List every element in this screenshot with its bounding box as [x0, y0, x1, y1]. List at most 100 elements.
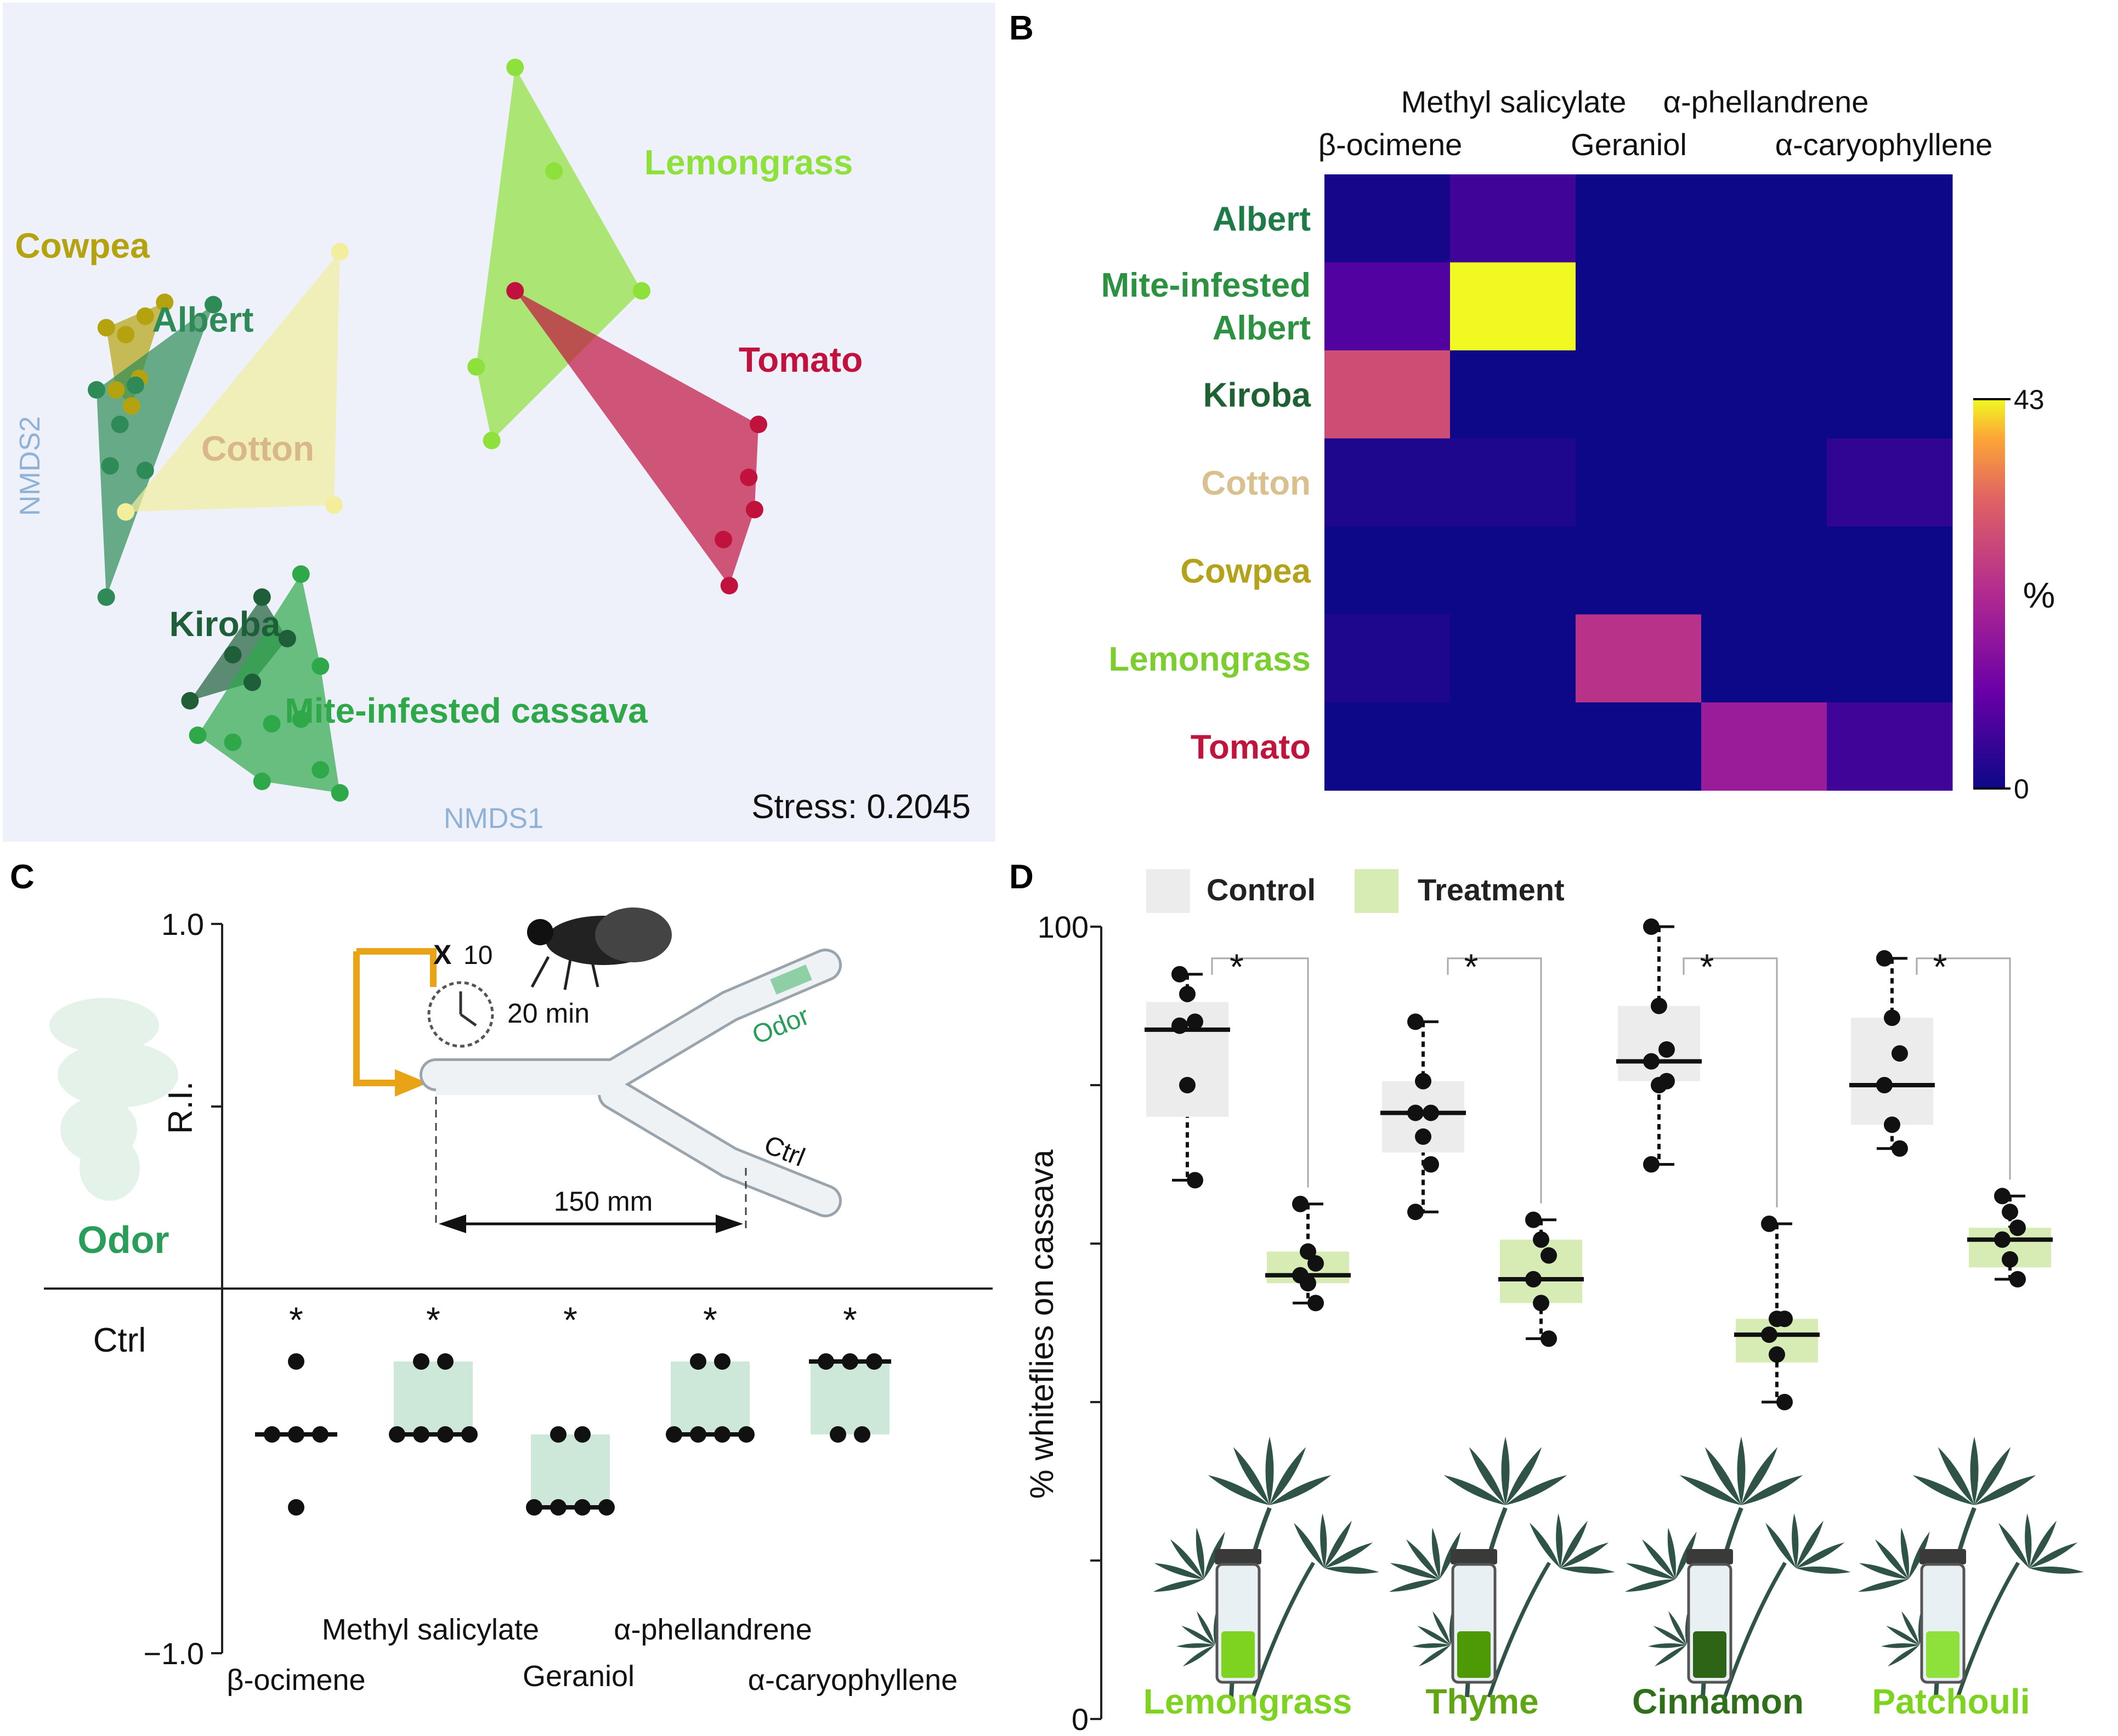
category-label-lemongrass: Lemongrass	[1143, 1682, 1352, 1721]
point-cowpea	[117, 326, 135, 344]
data-point	[1187, 1172, 1203, 1189]
row-label-albert: Albert	[1213, 200, 1311, 238]
cassava-leaflet	[1901, 1611, 1919, 1645]
cassava-leaflet	[1505, 1475, 1567, 1505]
point-mite-infested-cassava	[263, 715, 281, 733]
data-point	[1892, 1045, 1908, 1062]
heatmap-cell	[1324, 702, 1451, 791]
data-point	[1776, 1310, 1793, 1327]
heatmap-cell	[1450, 174, 1576, 263]
nmds1-axis-label: NMDS1	[444, 803, 543, 835]
heatmap-cell	[1576, 526, 1702, 615]
cassava-leaflet	[1560, 1566, 1615, 1574]
cassava-leaflet	[1412, 1643, 1451, 1648]
data-point	[1876, 950, 1893, 967]
heatmap-cell	[1701, 702, 1827, 791]
cassava-leaflet	[2029, 1542, 2078, 1568]
heatmap-cell	[1827, 702, 1953, 791]
cassava-leaflet	[1796, 1521, 1823, 1568]
data-point	[413, 1426, 429, 1443]
data-point	[1423, 1156, 1439, 1173]
group-label-mite-infested-cassava: Mite-infested cassava	[285, 691, 648, 730]
row-label-kiroba: Kiroba	[1203, 376, 1311, 414]
cassava-leaflet	[1233, 1446, 1270, 1505]
point-mite-infested-cassava	[253, 773, 271, 790]
data-point	[1884, 1116, 1900, 1133]
cassava-leaflet	[1505, 1446, 1542, 1505]
cassava-leaflet	[1765, 1523, 1796, 1568]
row-label-lemongrass: Lemongrass	[1108, 640, 1311, 678]
point-tomato	[720, 577, 738, 594]
data-point	[461, 1426, 478, 1443]
data-point	[1541, 1247, 1557, 1264]
point-albert	[101, 457, 119, 475]
vial-cap	[1919, 1549, 1966, 1564]
data-point	[666, 1426, 682, 1443]
group-label-lemongrass: Lemongrass	[644, 143, 853, 182]
point-cowpea	[97, 319, 115, 337]
significance-bracket	[1683, 957, 1778, 1207]
point-lemongrass	[483, 432, 501, 450]
cassava-leaflet	[1196, 1527, 1204, 1579]
data-point	[1769, 1346, 1785, 1363]
heatmap-cell	[1450, 702, 1576, 791]
cassava-leaflet	[1406, 1539, 1440, 1579]
point-kiroba	[181, 692, 199, 710]
panel-letter-b: B	[1009, 9, 1034, 47]
cassava-leaflet	[1792, 1513, 1799, 1568]
c-ytick-top: 1.0	[161, 907, 204, 941]
data-point	[1423, 1104, 1439, 1121]
significance-star: *	[703, 1300, 717, 1340]
heatmap-cell	[1576, 438, 1702, 527]
control-3-box	[1851, 1018, 1933, 1125]
odor-source	[770, 965, 812, 995]
cassava-leaflet	[1938, 1446, 1974, 1505]
heatmap-cell	[1827, 262, 1953, 351]
cassava-stem	[1956, 1562, 2020, 1698]
cassava-leaflet	[1909, 1531, 1930, 1579]
heatmap-cell	[1701, 174, 1827, 263]
point-mite-infested-cassava	[224, 733, 242, 751]
group-label-tomato: Tomato	[739, 340, 863, 379]
point-kiroba	[278, 629, 296, 648]
box-caryophyllene	[811, 1361, 890, 1434]
data-point	[1415, 1128, 1431, 1145]
vial-liquid	[1693, 1631, 1726, 1678]
panel-letter-d: D	[1009, 858, 1034, 896]
nmds2-axis-label: NMDS2	[14, 416, 46, 516]
cassava-leaflet	[1170, 1539, 1204, 1579]
legend-treatment-label: Treatment	[1418, 872, 1565, 907]
cassava-leaflet	[1197, 1611, 1215, 1645]
heatmap-cell	[1324, 614, 1451, 703]
data-point	[437, 1353, 454, 1370]
data-point	[1892, 1140, 1908, 1157]
cassava-leaflet	[1469, 1446, 1505, 1505]
point-mite-infested-cassava	[312, 761, 330, 779]
cassava-plant-illustrations	[1153, 1437, 2084, 1698]
cassava-leaflet	[1432, 1611, 1451, 1645]
cassava-leaflet	[1887, 1645, 1919, 1667]
hull-albert	[97, 304, 213, 597]
cassava-leaflet	[1560, 1521, 1588, 1568]
category-label-1: Methyl salicylate	[322, 1613, 539, 1646]
group-label-cotton: Cotton	[201, 429, 314, 468]
d-y-axis-label: % whiteflies on cassava	[1023, 1149, 1060, 1499]
data-point	[690, 1353, 706, 1370]
heatmap-cell	[1701, 438, 1827, 527]
colorbar-max-label: 43	[2014, 384, 2045, 415]
data-point	[598, 1499, 615, 1516]
cassava-leaflet	[1556, 1513, 1563, 1568]
cassava-leaflet	[1153, 1579, 1204, 1592]
cassava-leaflet	[1648, 1643, 1686, 1648]
data-point	[1776, 1394, 1793, 1410]
repeat-arrowhead	[395, 1069, 428, 1097]
category-label-cinnamon: Cinnamon	[1632, 1682, 1804, 1721]
control-2-box	[1618, 1006, 1700, 1081]
ctrl-side-label: Ctrl	[93, 1321, 146, 1359]
cassava-leaflet	[1626, 1563, 1675, 1579]
heatmap-cell	[1701, 614, 1827, 703]
cassava-leaflet	[1417, 1626, 1451, 1645]
data-point	[1300, 1275, 1316, 1292]
point-cowpea	[107, 381, 125, 399]
cassava-leaflet	[1741, 1475, 1803, 1505]
